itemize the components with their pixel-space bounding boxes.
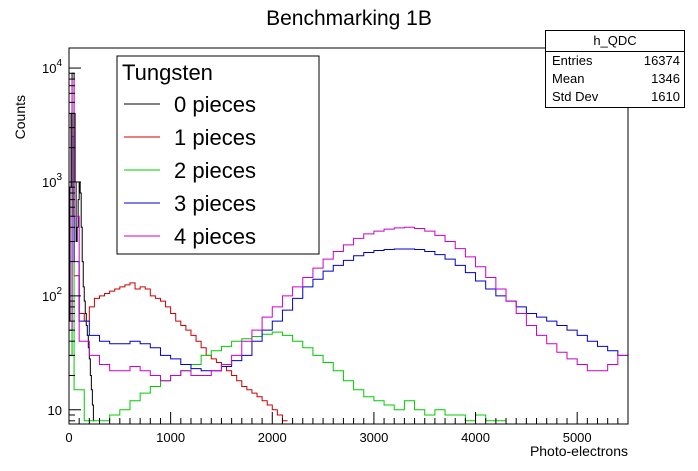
stats-row-stddev: Std Dev 1610	[546, 88, 684, 106]
stats-value: 1346	[651, 71, 680, 86]
stats-row-mean: Mean 1346	[546, 70, 684, 88]
stats-label: Std Dev	[552, 89, 599, 104]
legend-entry-label: 1 pieces	[174, 125, 256, 150]
legend-entry-label: 0 pieces	[174, 92, 256, 117]
series-line-4	[69, 78, 629, 382]
series-line-3	[69, 136, 629, 372]
x-tick-label: 5000	[563, 430, 592, 445]
y-axis-label: Counts	[12, 95, 28, 139]
legend-entries: 0 pieces 1 pieces 2 pieces 3 pieces 4 pieces	[124, 92, 256, 249]
y-tick-label: 10	[48, 403, 62, 418]
legend-entry-label: 4 pieces	[174, 224, 256, 249]
plot-frame	[68, 47, 629, 425]
legend-entry-label: 2 pieces	[174, 158, 256, 183]
x-tick-label: 2000	[258, 430, 287, 445]
chart-title: Benchmarking 1B	[266, 7, 432, 30]
series-line-2	[69, 112, 507, 422]
legend-title: Tungsten	[122, 60, 213, 85]
stats-box: h_QDC Entries 16374 Mean 1346 Std Dev 16…	[545, 30, 685, 108]
x-tick-label: 0	[65, 430, 72, 445]
y-tick-label: 102	[42, 286, 62, 304]
stats-label: Mean	[552, 71, 585, 86]
series-layer	[69, 72, 629, 422]
stats-title: h_QDC	[546, 31, 684, 52]
x-tick-label: 3000	[359, 430, 388, 445]
x-axis-label: Photo-electrons	[530, 443, 628, 459]
legend-box	[116, 55, 320, 255]
y-tick-label: 103	[42, 172, 62, 190]
legend: Tungsten 0 pieces 1 pieces 2 pieces 3 piece…	[116, 55, 320, 255]
stats-label: Entries	[552, 53, 593, 68]
stats-value: 16374	[643, 53, 680, 68]
stats-value: 1610	[651, 89, 680, 104]
y-tick-label: 104	[42, 58, 62, 76]
stats-row-entries: Entries 16374	[546, 52, 684, 70]
legend-entry-label: 3 pieces	[174, 191, 256, 216]
x-tick-label: 4000	[461, 430, 490, 445]
x-tick-label: 1000	[156, 430, 185, 445]
series-line-1	[69, 119, 288, 422]
axes-layer: 0 1000 2000 3000 4000 5000 10 102 103 104	[42, 47, 629, 445]
